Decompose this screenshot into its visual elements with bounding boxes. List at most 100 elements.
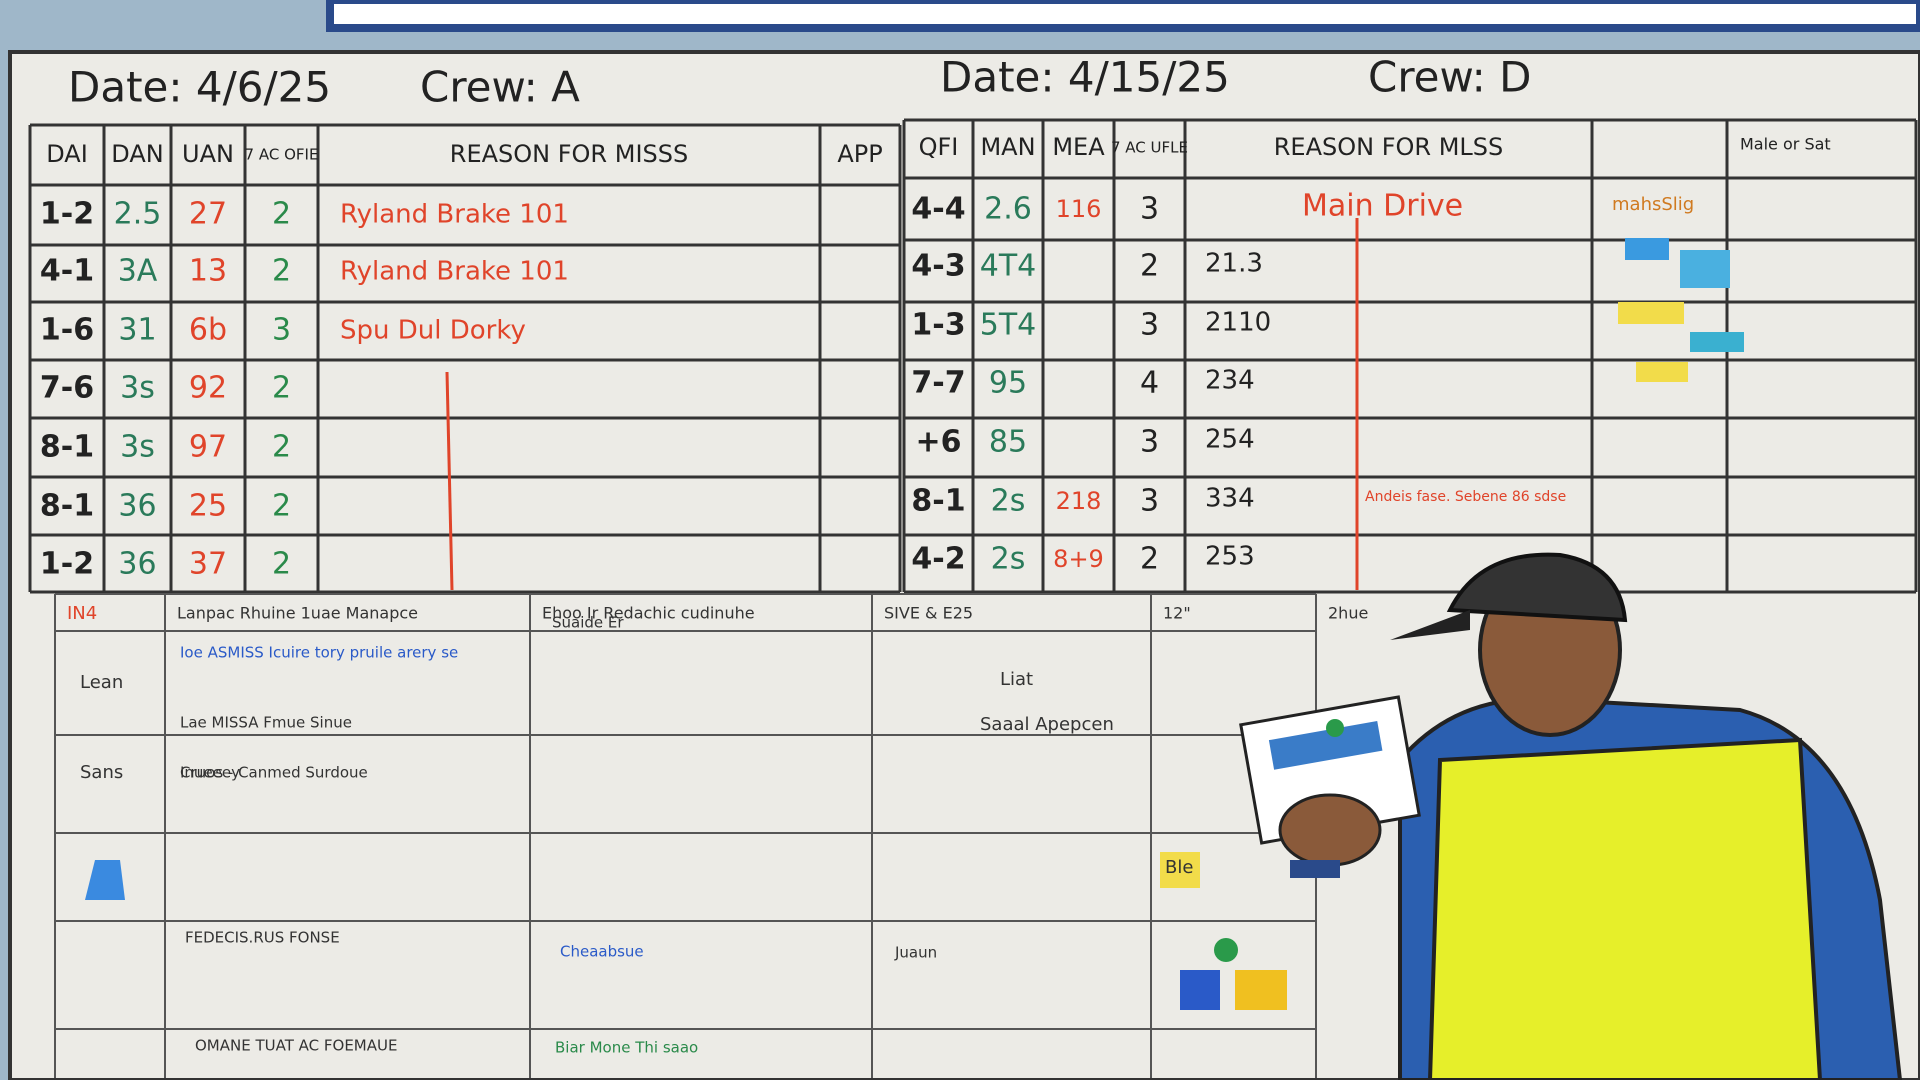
cell: 4-2 (911, 542, 965, 577)
reason: Main Drive (1302, 189, 1463, 224)
cell: 1-2 (40, 547, 94, 582)
cell: 8-1 (40, 489, 94, 524)
side-note: Ble (1165, 857, 1193, 878)
cell: 2 (272, 547, 291, 582)
cell: 85 (989, 425, 1027, 460)
note: Biar Mone Thi saao (555, 1039, 698, 1057)
board-crew: Crew: D (1368, 53, 1531, 102)
worker (1239, 552, 1903, 1080)
cell: 92 (189, 371, 227, 406)
cell: 36 (118, 489, 156, 524)
red-rule (445, 371, 454, 591)
column-header: DAI (46, 140, 88, 168)
side-note: Liat (1000, 669, 1033, 690)
note: OMANE TUAT AC FOEMAUE (195, 1037, 397, 1055)
note: Cheaabsue (560, 943, 644, 961)
row-label: Lean (80, 672, 123, 693)
column-header: Ehoo Ir Redachic cudinuhe (542, 604, 755, 623)
reason: 234 (1205, 366, 1255, 396)
reason: 21.3 (1205, 249, 1263, 279)
cell: 27 (189, 197, 227, 232)
column-header: MEA (1052, 133, 1105, 161)
cell: 4T4 (980, 249, 1037, 284)
cell: 2 (272, 197, 291, 232)
cell: +6 (915, 425, 961, 460)
note: FEDECIS.RUS FONSE (185, 929, 340, 947)
note: Ioe ASMISS Icuire tory pruile arery se (180, 644, 458, 662)
cell: 8-1 (40, 430, 94, 465)
cell: 13 (189, 254, 227, 289)
cell: 3s (120, 430, 155, 465)
column-header: QFI (919, 133, 959, 161)
cell: 3 (1140, 425, 1159, 460)
cell: 2 (272, 489, 291, 524)
grid-lines (28, 118, 1918, 1078)
reason: Ryland Brake 101 (340, 200, 569, 230)
cell: 4-4 (911, 192, 965, 227)
column-header: SIVE & E25 (884, 604, 973, 623)
cell: 2.5 (114, 197, 162, 232)
cell: 2 (1140, 542, 1159, 577)
column-header: 2hue (1328, 604, 1368, 623)
cell: 8-1 (911, 484, 965, 519)
column-header: UAN (182, 140, 234, 168)
board-date: Date: 4/15/25 (940, 53, 1230, 102)
cell: 37 (189, 547, 227, 582)
cell: 3 (272, 313, 291, 348)
cell: 5T4 (980, 308, 1037, 343)
column-header: 12" (1163, 604, 1191, 623)
cell: 1-3 (911, 308, 965, 343)
side-note: mahsSlig (1612, 194, 1694, 215)
cell: 2 (272, 254, 291, 289)
cell: 2s (991, 484, 1026, 519)
cell: 2.6 (984, 192, 1032, 227)
cell: 36 (118, 547, 156, 582)
cell: 3 (1140, 308, 1159, 343)
cell: 1-6 (40, 313, 94, 348)
cell: 116 (1056, 195, 1102, 223)
cell: 3s (120, 371, 155, 406)
cell: 2 (1140, 249, 1159, 284)
cell: 97 (189, 430, 227, 465)
row-label: Sans (80, 762, 123, 783)
column-header: MAN (980, 133, 1035, 161)
reason: Ryland Brake 101 (340, 257, 569, 287)
note: Suaide Er (552, 614, 624, 632)
reason: 2110 (1205, 308, 1271, 338)
cell: 31 (118, 313, 156, 348)
column-header: IN4 (67, 603, 97, 624)
top-frame (326, 0, 1920, 32)
cell: 1-2 (40, 197, 94, 232)
cell: 7-7 (911, 366, 965, 401)
cell: 95 (989, 366, 1027, 401)
reason: 253 (1205, 542, 1255, 572)
cell: 2s (991, 542, 1026, 577)
note: Inueeey (180, 764, 240, 782)
cell: 3A (118, 254, 158, 289)
cell: 25 (189, 489, 227, 524)
column-header: Lanpac Rhuine 1uae Manapce (177, 604, 418, 623)
side-header: Male or Sat (1740, 135, 1831, 154)
column-header: 7 AC OFIE (245, 146, 319, 164)
reason: 254 (1205, 425, 1255, 455)
column-header: REASON FOR MISSS (450, 140, 688, 168)
side-note: Saaal Apepcen (980, 714, 1114, 735)
cell: 7-6 (40, 371, 94, 406)
cell: 4 (1140, 366, 1159, 401)
cell: 218 (1056, 487, 1102, 515)
note: Andeis fase. Sebene 86 sdse (1365, 489, 1566, 505)
column-header: 7 AC UFLE (1111, 139, 1188, 157)
cell: 2 (272, 430, 291, 465)
reason: Spu Dul Dorky (340, 316, 526, 346)
cell: 3 (1140, 192, 1159, 227)
note: Cruos - Canmed Surdoue (180, 764, 368, 782)
note: Juaun (894, 944, 937, 962)
board-date: Date: 4/6/25 (68, 63, 331, 112)
cell: 4-3 (911, 249, 965, 284)
column-header: DAN (111, 140, 163, 168)
sticky-notes (85, 238, 1744, 1010)
cell: 8+9 (1053, 545, 1104, 573)
note: Lae MISSA Fmue Sinue (180, 714, 352, 732)
column-header: REASON FOR MLSS (1274, 133, 1504, 161)
